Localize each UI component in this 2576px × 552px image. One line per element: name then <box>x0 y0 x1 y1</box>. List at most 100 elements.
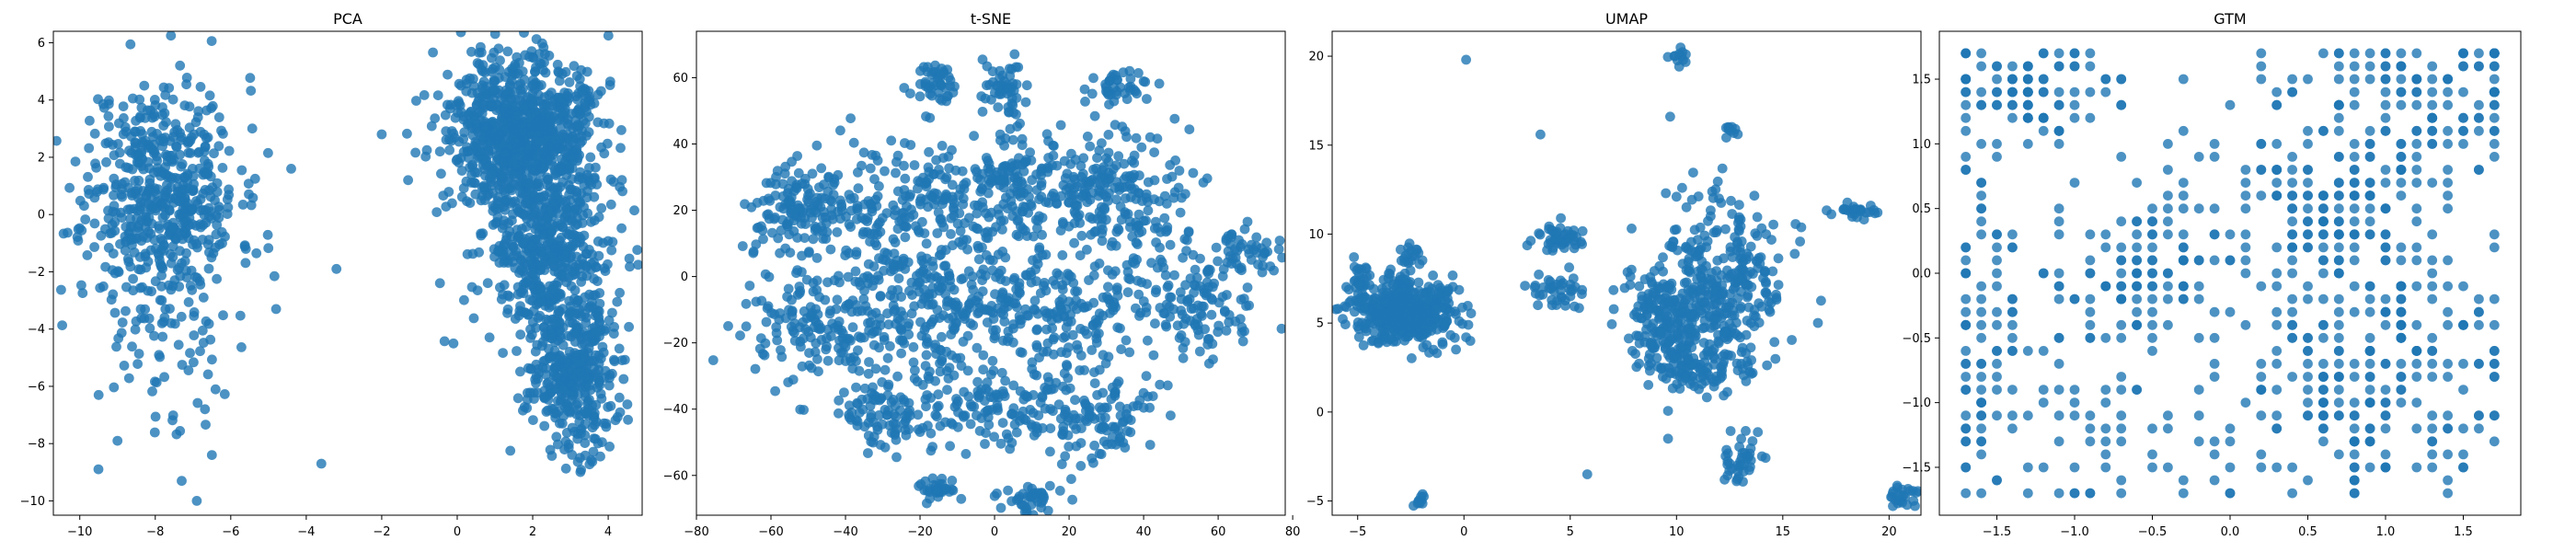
scatter-point <box>1202 334 1213 345</box>
x-tick-label: −40 <box>833 525 857 539</box>
scatter-point <box>443 187 454 197</box>
scatter-point <box>601 419 612 429</box>
scatter-point <box>213 201 224 213</box>
scatter-point <box>1115 410 1126 421</box>
scatter-point <box>1068 171 1079 182</box>
scatter-point <box>1079 84 1090 95</box>
scatter-point <box>850 266 861 277</box>
scatter-point <box>919 284 929 295</box>
scatter-point <box>203 263 214 274</box>
scatter-point <box>558 304 569 315</box>
scatter-point <box>128 273 139 284</box>
scatter-point <box>874 253 884 264</box>
scatter-point <box>1031 339 1042 351</box>
scatter-point <box>579 179 590 190</box>
scatter-point <box>624 253 635 264</box>
scatter-point <box>1077 190 1087 201</box>
scatter-point <box>1018 414 1029 424</box>
scatter-point <box>464 11 474 21</box>
scatter-point <box>938 153 949 164</box>
scatter-point <box>533 374 544 384</box>
scatter-point <box>168 222 179 233</box>
scatter-point <box>1463 301 1473 311</box>
y-tick-label: 0 <box>681 270 688 284</box>
scatter-point <box>1213 327 1224 338</box>
scatter-point <box>177 230 187 240</box>
scatter-point <box>1430 304 1441 315</box>
scatter-point <box>989 431 999 443</box>
scatter-point <box>1353 331 1364 342</box>
scatter-point <box>763 209 774 220</box>
scatter-point <box>1040 403 1051 414</box>
scatter-point <box>937 331 947 342</box>
scatter-point <box>831 304 842 315</box>
scatter-point <box>149 330 159 341</box>
scatter-point <box>126 131 136 142</box>
scatter-point <box>1099 204 1110 215</box>
scatter-point <box>195 126 206 137</box>
scatter-point <box>1020 156 1031 167</box>
scatter-point <box>1122 426 1133 436</box>
scatter-point <box>1134 311 1144 321</box>
scatter-point <box>426 121 437 132</box>
scatter-point <box>1432 280 1443 290</box>
scatter-point <box>1113 151 1124 162</box>
scatter-point <box>1162 380 1173 391</box>
scatter-point <box>1011 206 1022 217</box>
scatter-point <box>1381 310 1391 321</box>
scatter-point <box>1447 270 1458 281</box>
scatter-point <box>185 281 196 291</box>
scatter-point <box>101 156 111 167</box>
scatter-point <box>1119 158 1130 169</box>
scatter-point <box>98 98 109 109</box>
scatter-point <box>1089 110 1100 121</box>
scatter-point <box>249 173 260 184</box>
scatter-point <box>1161 226 1171 237</box>
scatter-point <box>947 476 958 486</box>
scatter-point <box>933 389 944 400</box>
scatter-point <box>615 143 626 154</box>
scatter-point <box>189 235 200 246</box>
scatter-point <box>187 219 198 229</box>
scatter-point <box>181 247 191 259</box>
scatter-point <box>1341 282 1351 293</box>
scatter-point <box>446 126 457 136</box>
scatter-point <box>1098 350 1109 361</box>
scatter-point <box>987 226 998 237</box>
scatter-point <box>836 201 847 213</box>
x-tick-label: 0 <box>991 525 998 539</box>
scatter-point <box>1384 324 1395 335</box>
scatter-point <box>879 265 889 276</box>
scatter-point <box>1168 192 1179 203</box>
scatter-point <box>1184 124 1195 135</box>
scatter-point <box>761 178 772 189</box>
scatter-point <box>508 242 519 252</box>
scatter-point <box>1102 87 1113 98</box>
scatter-point <box>1027 483 1038 494</box>
scatter-point <box>195 346 205 357</box>
scatter-point <box>1008 323 1018 334</box>
scatter-point <box>955 225 966 236</box>
scatter-point <box>574 172 584 182</box>
scatter-point <box>593 212 604 223</box>
scatter-point <box>113 333 124 344</box>
scatter-point <box>804 348 814 358</box>
scatter-point <box>744 281 755 291</box>
scatter-point <box>1029 304 1040 315</box>
scatter-point <box>95 282 106 293</box>
scatter-point <box>149 427 160 438</box>
scatter-point <box>845 356 857 366</box>
scatter-point <box>263 147 273 158</box>
scatter-point <box>1061 322 1072 333</box>
scatter-point <box>1180 189 1190 200</box>
scatter-point <box>1150 287 1161 298</box>
scatter-point <box>125 261 136 272</box>
scatter-point <box>177 258 187 269</box>
scatter-point <box>857 305 868 316</box>
scatter-point <box>875 226 886 237</box>
scatter-point <box>834 395 845 406</box>
y-tick-label: −2 <box>28 266 45 280</box>
scatter-point <box>948 312 958 323</box>
scatter-point <box>156 270 167 281</box>
scatter-point <box>1451 344 1461 355</box>
